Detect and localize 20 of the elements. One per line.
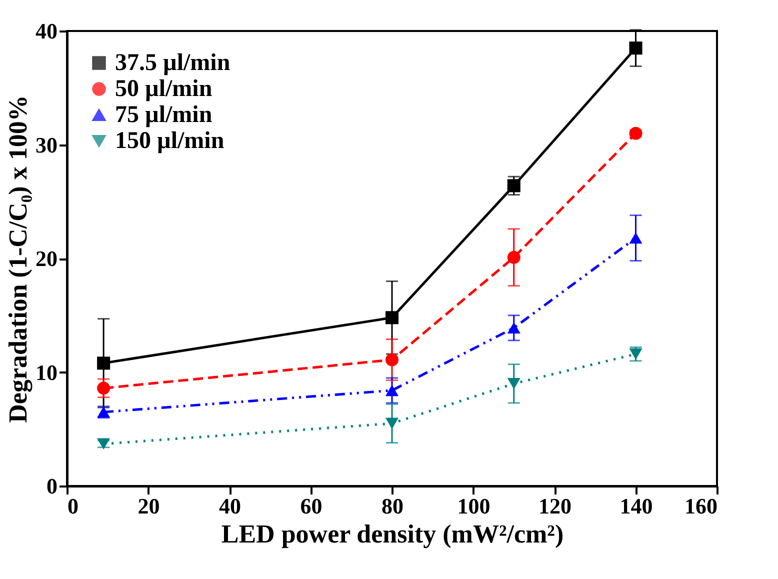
x-tick-label: 20 — [138, 494, 160, 518]
y-axis-title: Degradation (1-C/C₀) x 100% — [4, 95, 32, 423]
legend-label: 150 µl/min — [115, 128, 224, 154]
x-tick-label: 80 — [382, 494, 404, 518]
x-tick-label: 140 — [620, 494, 653, 518]
x-tick-label: 40 — [219, 494, 241, 518]
legend-label: 50 µl/min — [115, 76, 212, 102]
legend-label: 37.5 µl/min — [115, 50, 230, 76]
x-tick-label: 60 — [300, 494, 322, 518]
x-tick-label: 100 — [457, 494, 490, 518]
y-tick-label: 10 — [36, 360, 58, 385]
y-tick-label: 0 — [46, 474, 58, 498]
legend-label: 75 µl/min — [115, 102, 212, 128]
y-tick-label: 20 — [36, 246, 58, 271]
x-tick-label: 160 — [684, 494, 718, 518]
x-axis-title: LED power density (mW²/cm²) — [221, 520, 564, 548]
y-tick-label: 40 — [36, 18, 58, 44]
x-tick-label: 0 — [68, 494, 78, 518]
x-tick-label: 120 — [538, 494, 572, 518]
y-tick-label: 30 — [36, 132, 58, 158]
